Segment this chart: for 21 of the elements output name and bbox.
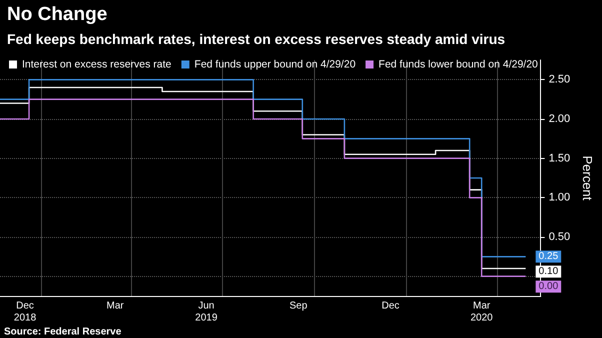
y-axis-title: Percent — [580, 156, 595, 201]
y-tick-label: 2.00 — [548, 113, 570, 125]
data-label: 0.00 — [538, 281, 559, 292]
x-tick-label: Mar 2020 — [470, 300, 494, 324]
y-tick-label: 1.50 — [548, 152, 570, 164]
x-tick-label: Dec — [382, 300, 400, 312]
y-tick-label: 2.50 — [548, 74, 570, 86]
y-tick-label: 0.50 — [548, 231, 570, 243]
legend-label: Fed funds upper bound on 4/29/20 — [194, 58, 356, 70]
chart-title: No Change — [7, 4, 108, 25]
data-label: 0.10 — [538, 266, 559, 278]
y-tick-label: 1.00 — [548, 192, 570, 204]
x-tick-label: Dec 2018 — [14, 300, 37, 324]
x-tick-label: Sep — [289, 300, 308, 312]
legend-label: Fed funds lower bound on 4/29/20 — [378, 58, 538, 70]
legend-label: Interest on excess reserves rate — [22, 58, 172, 70]
x-tick-label: Mar — [106, 300, 124, 312]
data-label: 0.25 — [538, 251, 559, 262]
chart-subtitle: Fed keeps benchmark rates, interest on excess reserves steady amid virus — [7, 31, 506, 47]
x-tick-label: Jun 2019 — [195, 300, 218, 324]
source-note: Source: Federal Reserve — [4, 326, 122, 338]
